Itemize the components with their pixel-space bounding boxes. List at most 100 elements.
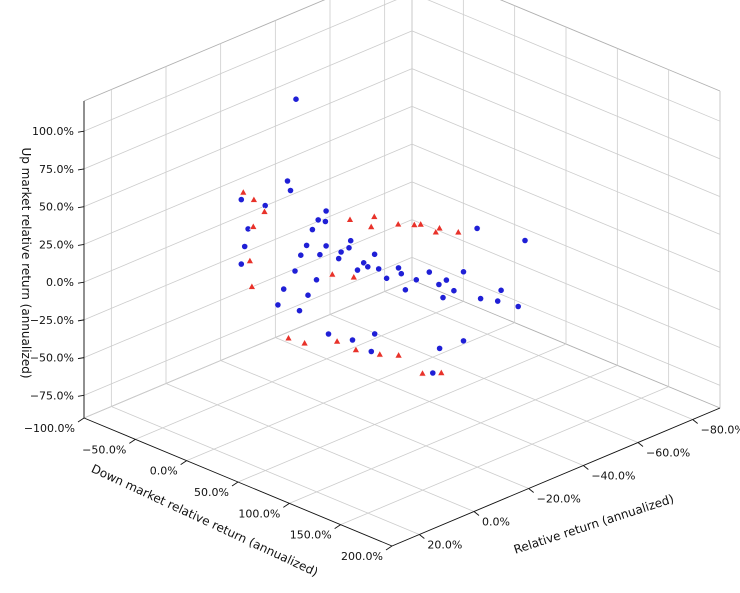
x-tick-mark [583,465,589,470]
data-point-circle [439,294,447,301]
data-point-circle [375,265,383,273]
data-point-circle [308,226,316,233]
y-tick-mark [180,460,187,466]
y-tick-mark [283,502,290,508]
x-tick-label: −80.0% [701,424,740,437]
data-point-circle [287,187,294,194]
x-tick-label: −60.0% [646,447,690,460]
y-tick-mark [129,438,136,444]
x-tick-mark [692,419,698,424]
y-tick-label: 100.0% [238,507,280,520]
data-point-triangle [410,220,419,228]
data-point-circle [316,251,324,259]
z-grid-line-right-wall [411,30,721,160]
data-point-circle [425,268,433,276]
data-point-circle [412,276,420,284]
data-point-circle [274,301,282,309]
data-point-circle [314,216,322,224]
y-tick-label: 0.0% [150,465,178,478]
data-point-circle [347,237,355,245]
data-point-circle [429,369,437,377]
data-point-triangle [239,187,248,196]
z-tick-mark [77,394,85,397]
y-grid-line-floor [289,364,618,504]
data-point-triangle [249,195,259,203]
data-point-circle [303,241,310,249]
grid-lines [83,0,721,547]
data-point-triangle [375,349,384,358]
data-point-triangle [349,272,358,281]
data-point-triangle [351,345,361,353]
y-tick-mark [334,524,341,530]
data-point-circle [460,268,467,276]
data-point-circle [337,248,345,256]
x-tick-mark [473,511,480,516]
z-grid-line-right-wall [411,106,721,235]
z-grid-line-left-wall [83,30,413,170]
data-point-circle [477,295,484,302]
data-point-circle [401,286,409,294]
z-tick-label: 0.0% [46,276,74,289]
data-point-circle [371,330,379,338]
z-tick-mark [77,130,85,133]
x-tick-label: −40.0% [591,470,635,483]
y-tick-label: 150.0% [290,529,332,542]
data-point-circle [436,344,443,352]
data-point-circle [395,264,402,272]
z-tick-label: −75.0% [30,389,74,402]
z-tick-mark [77,281,85,284]
z-grid-line-right-wall [411,219,721,348]
x-tick-label: 20.0% [427,539,462,552]
data-point-circle [296,307,303,315]
data-point-circle [304,291,312,299]
z-grid-line-right-wall [411,181,721,311]
data-point-triangle [370,212,379,220]
y-grid-line-floor [340,386,669,526]
data-point-circle [321,218,329,225]
data-point-circle [291,267,299,275]
x-tick-label: 0.0% [482,516,510,529]
data-point-circle [322,242,330,250]
z-tick-label: 75.0% [39,163,74,176]
z-tick-mark [77,206,85,209]
data-point-triangle [300,338,309,347]
data-point-circle [261,202,269,209]
pane-edge [83,0,326,102]
data-point-circle [497,286,505,294]
z-tick-mark [77,357,85,360]
data-point-triangle [394,219,403,228]
data-point-circle [360,259,368,267]
tick-labels: −80.0% −60.0% −40.0% −20.0% 0.0% 20.0% −100.0%… [24,125,740,563]
z-tick-label: 100.0% [32,125,74,138]
data-point-circle [313,276,320,284]
z-tick-mark [77,168,85,171]
data-point-triangle [260,207,269,215]
z-tick-label: −25.0% [30,314,74,327]
x-tick-mark [419,534,425,539]
z-tick-mark [77,319,85,322]
data-point-circle [237,260,245,268]
data-point-triangle [418,368,427,377]
data-point-circle [241,243,249,250]
z-grid-line-right-wall [411,256,721,386]
data-point-triangle [249,222,258,230]
data-point-triangle [367,222,376,230]
y-tick-mark [77,417,85,423]
data-point-triangle [394,350,403,359]
data-point-circle [435,281,443,288]
y-grid-line-floor [186,322,515,462]
y-tick-label: 50.0% [194,486,229,499]
data-point-circle [354,266,361,274]
data-point-triangle [245,256,255,264]
data-point-triangle [437,368,446,376]
data-point-circle [280,285,288,293]
data-point-circle [292,95,300,103]
x-tick-mark [637,442,644,447]
data-point-triangle [345,215,355,223]
data-point-triangle [328,269,337,278]
data-point-circle [367,348,375,355]
data-point-circle [364,263,372,271]
data-points [237,95,529,377]
y-tick-label: −100.0% [24,422,75,435]
